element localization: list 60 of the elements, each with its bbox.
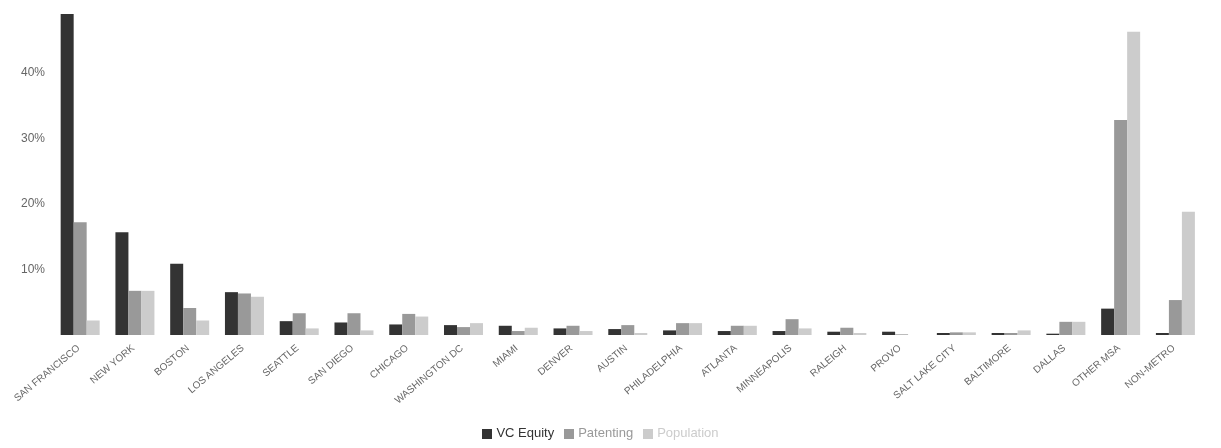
bar: [1017, 330, 1031, 335]
bar: [553, 328, 567, 335]
bar: [1168, 300, 1182, 335]
bar: [566, 325, 580, 335]
bar: [415, 316, 429, 335]
bar: [608, 329, 622, 335]
bar: [196, 320, 210, 335]
bar: [1114, 120, 1128, 335]
bar: [1059, 321, 1073, 335]
bar: [128, 290, 142, 335]
bar: [840, 327, 854, 335]
bar: [798, 328, 812, 335]
bar: [882, 331, 896, 335]
bar: [1127, 31, 1141, 335]
bar: [444, 325, 457, 335]
bar: [689, 323, 703, 335]
bar: [250, 296, 264, 335]
bar: [60, 13, 74, 335]
y-tick-label: 30%: [20, 130, 46, 145]
bar: [292, 313, 306, 335]
bar: [279, 321, 293, 335]
bar: [347, 313, 361, 335]
bar: [389, 324, 403, 335]
y-tick-label: 40%: [20, 64, 46, 79]
bar: [1072, 321, 1086, 335]
bar: [86, 320, 100, 335]
bar: [73, 222, 87, 335]
legend-label: VC Equity: [496, 425, 555, 440]
bar: [962, 332, 976, 335]
bar: [305, 328, 319, 335]
bar: [360, 330, 374, 335]
bar: [470, 323, 483, 335]
bar: [141, 290, 155, 335]
bar: [224, 292, 238, 335]
bar: [663, 330, 677, 335]
bar: [730, 325, 744, 335]
bar: [237, 293, 251, 335]
y-tick-label: 10%: [20, 262, 46, 277]
bar: [579, 331, 593, 335]
bar: [785, 319, 799, 335]
bar: [1181, 211, 1195, 335]
bar: [524, 327, 538, 335]
bar: [1101, 308, 1115, 335]
bar: [115, 232, 129, 335]
bar: [772, 331, 786, 335]
bar: [498, 325, 512, 335]
bar: [827, 331, 841, 335]
bar: [949, 332, 963, 335]
bar: [457, 327, 470, 335]
bar: [334, 322, 348, 335]
bar: [717, 331, 731, 335]
bar: [511, 331, 525, 335]
bar: [676, 323, 690, 335]
bar: [402, 313, 416, 335]
bar: [621, 325, 635, 335]
y-tick-label: 20%: [20, 196, 46, 211]
bar: [170, 263, 184, 335]
bar: [743, 325, 757, 335]
legend-label: Patenting: [578, 425, 634, 440]
bar: [183, 307, 197, 335]
